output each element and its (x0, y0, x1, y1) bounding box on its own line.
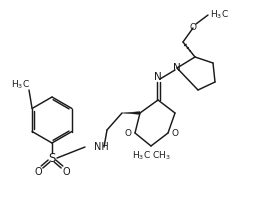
Text: NH: NH (94, 142, 109, 152)
Text: O: O (190, 24, 196, 32)
Text: H$_3$C: H$_3$C (209, 9, 228, 21)
Text: O: O (125, 129, 131, 137)
Text: CH$_3$: CH$_3$ (152, 150, 170, 162)
Text: H$_3$C: H$_3$C (132, 150, 150, 162)
Text: N: N (173, 63, 181, 73)
Text: H$_3$C: H$_3$C (11, 79, 29, 91)
Text: O: O (62, 167, 70, 177)
Text: S: S (48, 151, 56, 165)
Text: O: O (172, 129, 178, 137)
Text: N: N (154, 72, 162, 82)
Text: O: O (34, 167, 42, 177)
Polygon shape (122, 112, 140, 114)
